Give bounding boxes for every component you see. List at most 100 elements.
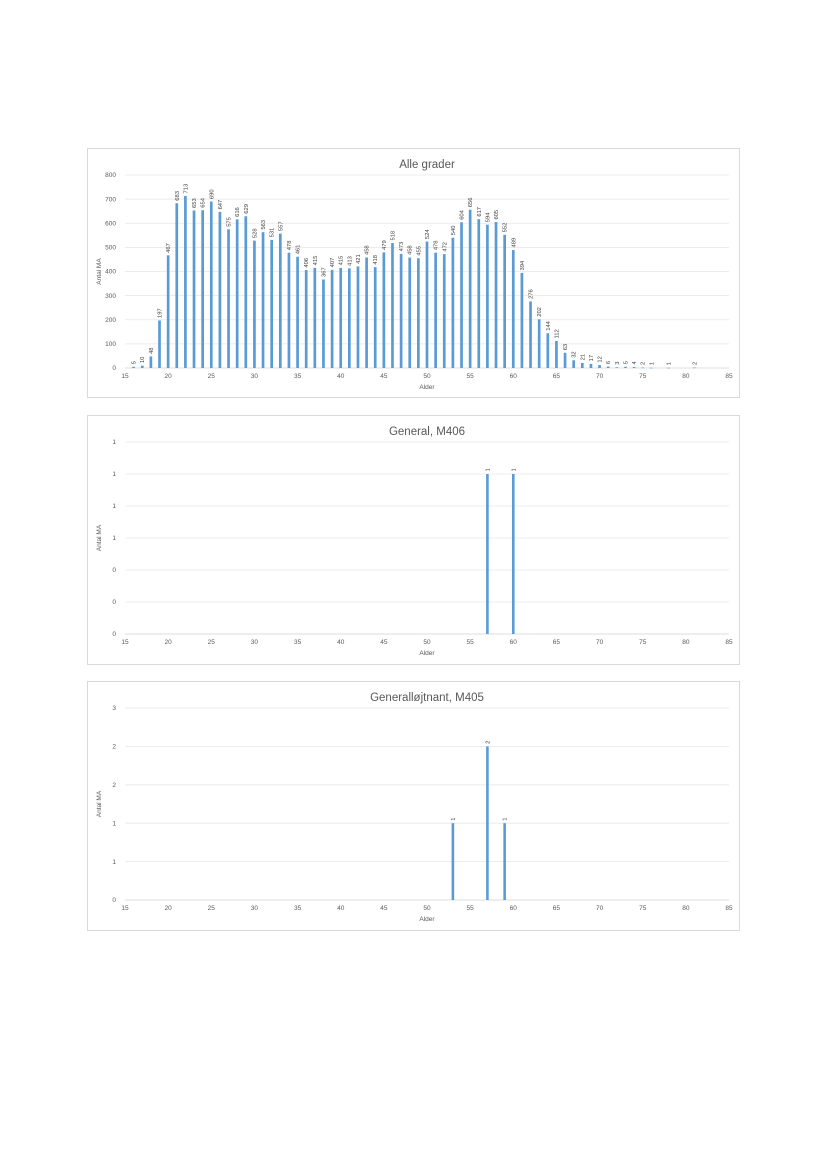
data-label: 557 bbox=[278, 221, 284, 231]
x-tick-label: 45 bbox=[380, 373, 388, 380]
bar bbox=[218, 211, 222, 368]
x-tick-label: 30 bbox=[251, 639, 259, 646]
data-label: 467 bbox=[166, 243, 172, 253]
x-tick-label: 55 bbox=[467, 639, 475, 646]
y-tick-label: 500 bbox=[105, 245, 116, 252]
x-tick-label: 40 bbox=[337, 373, 345, 380]
y-tick-label: 1 bbox=[112, 535, 116, 542]
x-tick-label: 45 bbox=[380, 639, 388, 646]
chart-generalloejtnant-m405: Generalløjtnant, M405 0 1 1 2 2 3 15 20 25 30 35 40 4… bbox=[87, 681, 740, 931]
data-label: 647 bbox=[218, 200, 224, 210]
data-label: 528 bbox=[252, 228, 258, 238]
data-label: 367 bbox=[321, 267, 327, 277]
y-tick-label: 1 bbox=[112, 859, 116, 866]
bar bbox=[270, 239, 274, 368]
bar bbox=[693, 367, 696, 369]
y-tick-label: 0 bbox=[112, 897, 116, 904]
bar bbox=[356, 266, 360, 368]
x-tick-label: 60 bbox=[510, 373, 518, 380]
y-tick-label: 800 bbox=[105, 172, 116, 179]
x-tick-label: 30 bbox=[251, 373, 259, 380]
data-label: 690 bbox=[209, 189, 215, 199]
x-tick-label: 65 bbox=[553, 639, 561, 646]
data-label: 5 bbox=[132, 361, 138, 364]
data-label: 563 bbox=[261, 220, 267, 230]
x-tick-label: 75 bbox=[639, 639, 647, 646]
chart-svg-generalloejtnant-m405: Generalløjtnant, M405 0 1 1 2 2 3 15 20 25 30 35 40 4… bbox=[96, 692, 733, 923]
bar bbox=[347, 268, 351, 368]
data-label: 17 bbox=[589, 355, 595, 361]
bar bbox=[132, 366, 135, 368]
data-label: 478 bbox=[287, 241, 293, 251]
y-tick-label: 2 bbox=[112, 782, 116, 789]
data-label: 415 bbox=[313, 256, 319, 266]
bar bbox=[244, 216, 248, 368]
data-label: 713 bbox=[183, 184, 189, 194]
bar bbox=[339, 267, 343, 368]
data-label: 540 bbox=[451, 226, 457, 236]
bar bbox=[641, 367, 645, 369]
chart-general-m406: General, M406 0 0 0 1 1 1 1 15 20 25 30 35 40 45 50 55 60… bbox=[87, 415, 740, 665]
bar bbox=[624, 366, 627, 368]
data-label: 458 bbox=[365, 245, 371, 255]
bar bbox=[572, 360, 576, 368]
data-label: 63 bbox=[563, 344, 569, 350]
bar bbox=[555, 340, 558, 368]
x-tick-label: 50 bbox=[423, 905, 431, 912]
data-label: 629 bbox=[244, 204, 250, 214]
x-tick-label: 20 bbox=[165, 905, 173, 912]
bar bbox=[451, 823, 455, 900]
bar bbox=[287, 252, 291, 368]
bar bbox=[391, 243, 394, 368]
x-axis-title: Alder bbox=[419, 384, 435, 391]
data-label: 10 bbox=[140, 357, 146, 363]
x-tick-label: 20 bbox=[165, 639, 173, 646]
x-tick-label: 25 bbox=[208, 905, 216, 912]
bar bbox=[184, 195, 187, 368]
y-tick-label: 0 bbox=[112, 631, 116, 638]
chart-title: Generalløjtnant, M405 bbox=[370, 692, 484, 704]
bar bbox=[166, 255, 170, 368]
data-label: 197 bbox=[158, 308, 164, 318]
bar bbox=[477, 219, 481, 368]
data-label: 21 bbox=[580, 354, 586, 360]
data-label: 1 bbox=[511, 468, 517, 471]
data-label: 458 bbox=[408, 245, 414, 255]
bar bbox=[520, 272, 524, 368]
bar bbox=[296, 256, 299, 368]
data-label: 2 bbox=[692, 362, 698, 365]
y-axis-title: Antal MA bbox=[96, 790, 103, 817]
data-label: 479 bbox=[382, 240, 388, 250]
bar bbox=[278, 233, 282, 368]
bar bbox=[442, 254, 446, 368]
x-tick-label: 85 bbox=[725, 373, 733, 380]
data-label: 421 bbox=[356, 254, 362, 264]
data-label: 2 bbox=[485, 741, 491, 744]
x-tick-label: 50 bbox=[423, 373, 431, 380]
bar bbox=[417, 258, 420, 368]
x-tick-label: 40 bbox=[337, 905, 345, 912]
data-label: 616 bbox=[235, 207, 241, 217]
chart-svg-general-m406: General, M406 0 0 0 1 1 1 1 15 20 25 30 35 40 45 50 55 60… bbox=[96, 426, 733, 657]
chart-alle-grader: Alle grader 0 100 200 300 400 500 600 700 800 15 20… bbox=[87, 148, 740, 398]
bar bbox=[503, 823, 506, 900]
bar bbox=[209, 201, 213, 368]
data-label: 112 bbox=[554, 329, 560, 338]
bar bbox=[140, 365, 144, 368]
bar bbox=[494, 222, 498, 368]
x-tick-label: 35 bbox=[294, 373, 302, 380]
bar bbox=[227, 229, 230, 368]
data-label: 1 bbox=[667, 362, 673, 365]
bar bbox=[468, 209, 472, 368]
y-tick-label: 200 bbox=[105, 317, 116, 324]
x-tick-label: 60 bbox=[510, 639, 518, 646]
data-label: 418 bbox=[373, 255, 379, 265]
data-label: 461 bbox=[296, 245, 302, 255]
x-tick-label: 45 bbox=[380, 905, 388, 912]
bar bbox=[667, 367, 670, 369]
x-tick-label: 80 bbox=[682, 373, 690, 380]
data-label: 2 bbox=[641, 362, 647, 365]
x-tick-label: 55 bbox=[467, 905, 475, 912]
x-tick-label: 85 bbox=[725, 905, 733, 912]
y-tick-label: 0 bbox=[112, 567, 116, 574]
